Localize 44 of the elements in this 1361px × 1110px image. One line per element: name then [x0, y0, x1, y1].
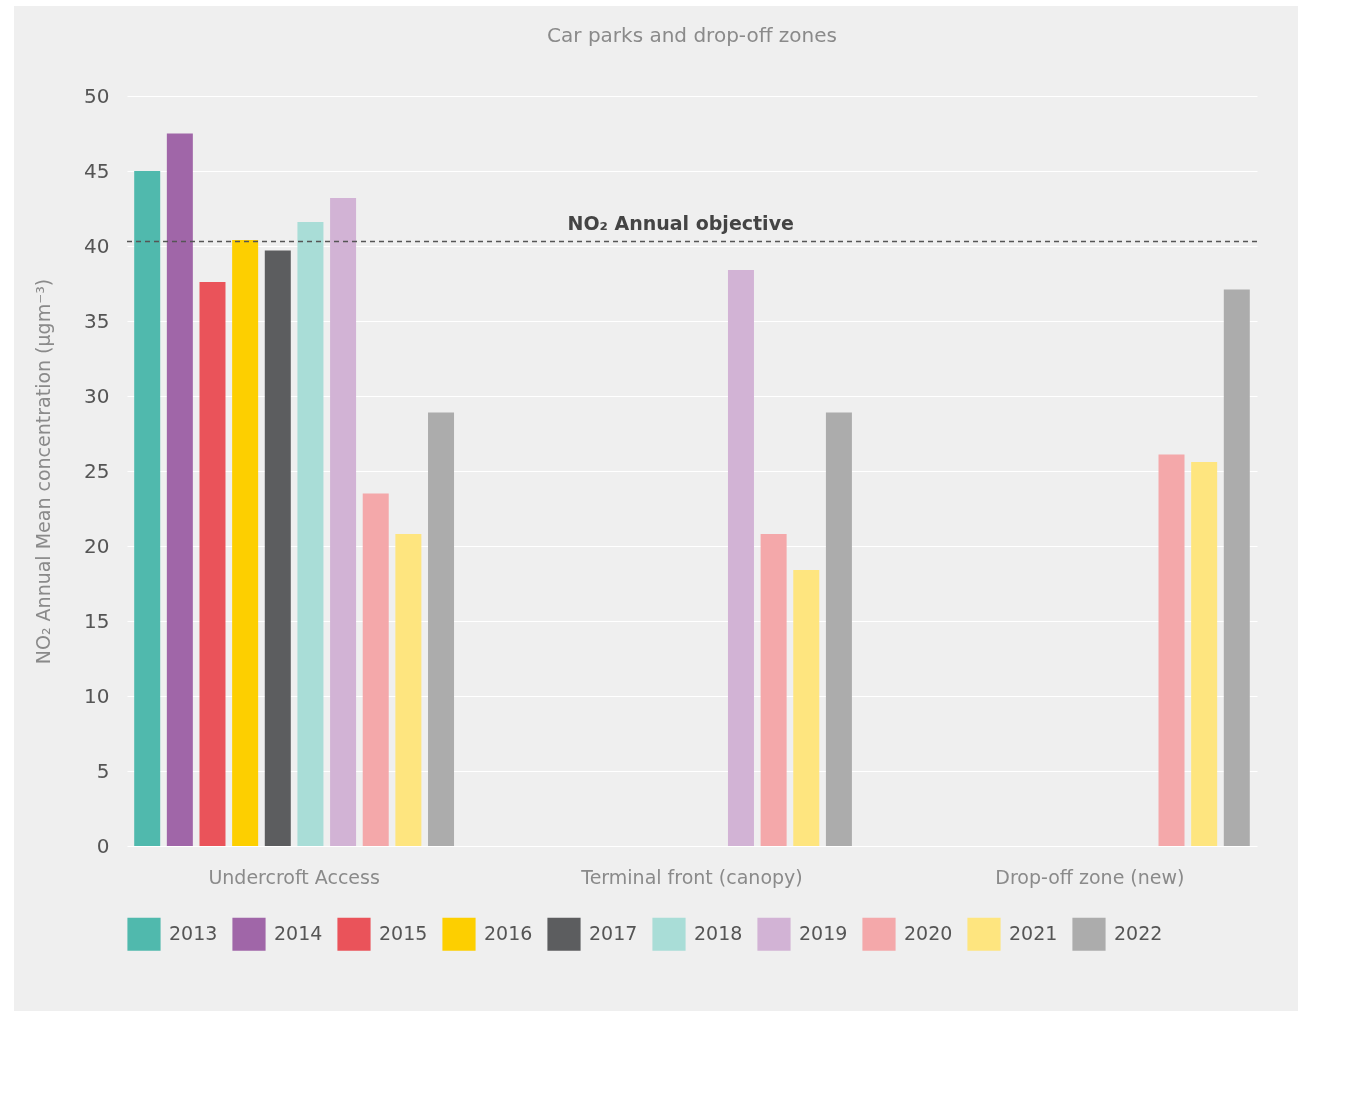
ref-line-label: NO₂ Annual objective: [567, 211, 794, 234]
chart-title: Car parks and drop-off zones: [547, 23, 837, 47]
bar: [264, 250, 291, 846]
legend-label: 2013: [169, 922, 218, 945]
x-tick-label: Drop-off zone (new): [995, 865, 1185, 888]
legend-label: 2014: [274, 922, 323, 945]
legend-label: 2016: [484, 922, 533, 945]
bar: [199, 282, 226, 846]
y-tick-label: 50: [84, 83, 110, 108]
y-tick-label: 25: [84, 458, 110, 483]
y-tick-label: 15: [84, 608, 110, 633]
legend-label: 2015: [379, 922, 428, 945]
legend-label: 2021: [1009, 922, 1058, 945]
bar: [395, 534, 422, 846]
bar: [362, 493, 389, 846]
bar: [793, 570, 820, 846]
legend-label: 2017: [589, 922, 638, 945]
bar: [727, 270, 754, 846]
y-axis-title: NO₂ Annual Mean concentration (μgm⁻³): [32, 278, 55, 665]
y-tick-label: 40: [84, 233, 110, 258]
bar: [428, 412, 455, 846]
bar: [1191, 462, 1218, 846]
y-tick-label: 0: [96, 833, 110, 858]
y-tick-label: 30: [84, 383, 110, 408]
bar: [825, 412, 852, 846]
x-tick-label: Terminal front (canopy): [580, 865, 803, 888]
bar: [134, 171, 161, 846]
x-tick-label: Undercroft Access: [208, 865, 380, 888]
y-tick-label: 20: [84, 533, 110, 558]
legend-label: 2018: [694, 922, 743, 945]
bar: [297, 222, 324, 846]
y-tick-label: 45: [84, 158, 110, 183]
bar: [760, 534, 787, 846]
bar: [232, 240, 259, 846]
bar: [1223, 289, 1250, 846]
legend-label: 2022: [1114, 922, 1163, 945]
y-tick-label: 5: [96, 758, 110, 783]
legend-label: 2020: [904, 922, 953, 945]
bar: [166, 133, 193, 846]
y-tick-label: 35: [84, 308, 110, 333]
y-tick-label: 10: [84, 683, 110, 708]
bar: [1158, 454, 1185, 846]
legend-label: 2019: [799, 922, 848, 945]
bar: [330, 198, 357, 846]
